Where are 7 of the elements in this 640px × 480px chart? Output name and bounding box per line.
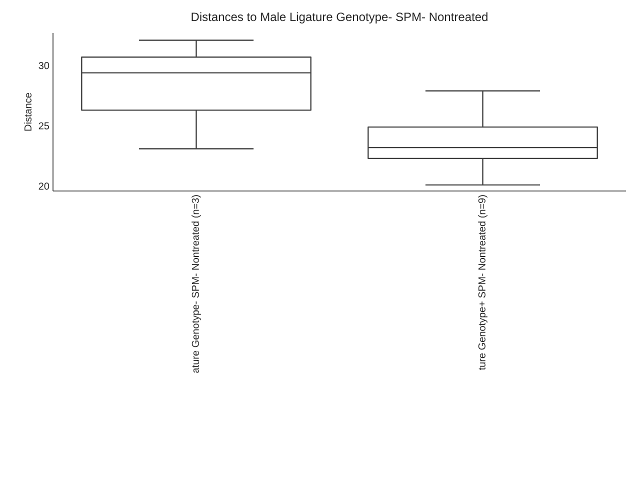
chart-title: Distances to Male Ligature Genotype- SPM- Nontreated	[192, 12, 488, 24]
y-tick-label: 30	[38, 62, 50, 70]
y-tick-label: 25	[38, 122, 50, 130]
x-tick-label: ature Genotype- SPM- Nontreated (n=3)	[192, 195, 201, 373]
x-tick-label: ture Genotype+ SPM- Nontreated (n=9)	[478, 195, 488, 370]
y-axis-title: Distance	[24, 92, 32, 131]
y-tick-label: 20	[38, 182, 50, 190]
